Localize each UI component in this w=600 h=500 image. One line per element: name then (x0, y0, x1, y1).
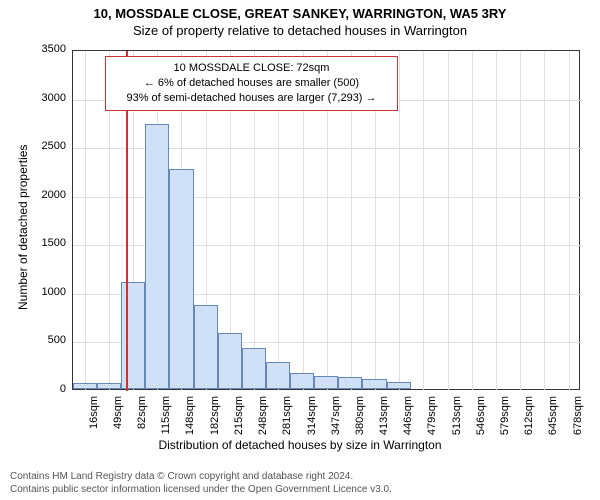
y-tick-label: 3000 (32, 92, 66, 104)
bar (290, 373, 314, 390)
x-tick-label: 115sqm (160, 396, 172, 440)
bar (338, 377, 362, 389)
footer-line: Contains HM Land Registry data © Crown c… (10, 470, 392, 483)
y-tick-label: 2500 (32, 140, 66, 152)
x-tick-label: 148sqm (184, 396, 196, 440)
gridline-vertical (423, 51, 424, 391)
annotation-line: 10 MOSSDALE CLOSE: 72sqm (114, 61, 389, 76)
x-tick-label: 215sqm (233, 396, 245, 440)
bar (97, 383, 121, 389)
chart-container: 10, MOSSDALE CLOSE, GREAT SANKEY, WARRIN… (0, 0, 600, 500)
x-tick-label: 479sqm (426, 396, 438, 440)
bar (218, 333, 242, 389)
title-main: 10, MOSSDALE CLOSE, GREAT SANKEY, WARRIN… (0, 0, 600, 21)
y-tick-label: 0 (32, 383, 66, 395)
bar (145, 124, 169, 389)
annotation-line: 93% of semi-detached houses are larger (… (114, 91, 389, 106)
x-tick-label: 49sqm (112, 396, 124, 440)
y-axis-label: Number of detached properties (16, 145, 30, 310)
x-tick-label: 446sqm (402, 396, 414, 440)
y-tick-label: 500 (32, 334, 66, 346)
annotation-box: 10 MOSSDALE CLOSE: 72sqm ← 6% of detache… (105, 56, 398, 111)
x-tick-label: 513sqm (451, 396, 463, 440)
gridline-vertical (520, 51, 521, 391)
x-axis-label: Distribution of detached houses by size … (0, 438, 600, 452)
x-tick-label: 182sqm (209, 396, 221, 440)
x-tick-label: 612sqm (523, 396, 535, 440)
gridline-vertical (496, 51, 497, 391)
gridline-vertical (569, 51, 570, 391)
x-tick-label: 281sqm (281, 396, 293, 440)
y-tick-label: 3500 (32, 43, 66, 55)
x-tick-label: 579sqm (499, 396, 511, 440)
bar (266, 362, 290, 389)
footer-line: Contains public sector information licen… (10, 483, 392, 496)
x-tick-label: 347sqm (330, 396, 342, 440)
bar (242, 348, 266, 389)
bar (362, 379, 386, 389)
y-tick-label: 2000 (32, 189, 66, 201)
gridline-vertical (544, 51, 545, 391)
bar (194, 305, 218, 390)
bar (169, 169, 193, 389)
gridline-vertical (448, 51, 449, 391)
gridline-vertical (472, 51, 473, 391)
bar (387, 382, 411, 389)
y-tick-label: 1500 (32, 237, 66, 249)
x-tick-label: 678sqm (572, 396, 584, 440)
footer-attribution: Contains HM Land Registry data © Crown c… (10, 470, 392, 496)
x-tick-label: 645sqm (547, 396, 559, 440)
gridline-vertical (399, 51, 400, 391)
bar (314, 376, 338, 389)
annotation-line: ← 6% of detached houses are smaller (500… (114, 76, 389, 91)
x-tick-label: 314sqm (306, 396, 318, 440)
x-tick-label: 82sqm (136, 396, 148, 440)
x-tick-label: 380sqm (354, 396, 366, 440)
bar (73, 383, 97, 389)
x-tick-label: 248sqm (257, 396, 269, 440)
y-tick-label: 1000 (32, 286, 66, 298)
x-tick-label: 413sqm (378, 396, 390, 440)
gridline-vertical (85, 51, 86, 391)
title-sub: Size of property relative to detached ho… (0, 21, 600, 38)
x-tick-label: 16sqm (88, 396, 100, 440)
x-tick-label: 546sqm (475, 396, 487, 440)
